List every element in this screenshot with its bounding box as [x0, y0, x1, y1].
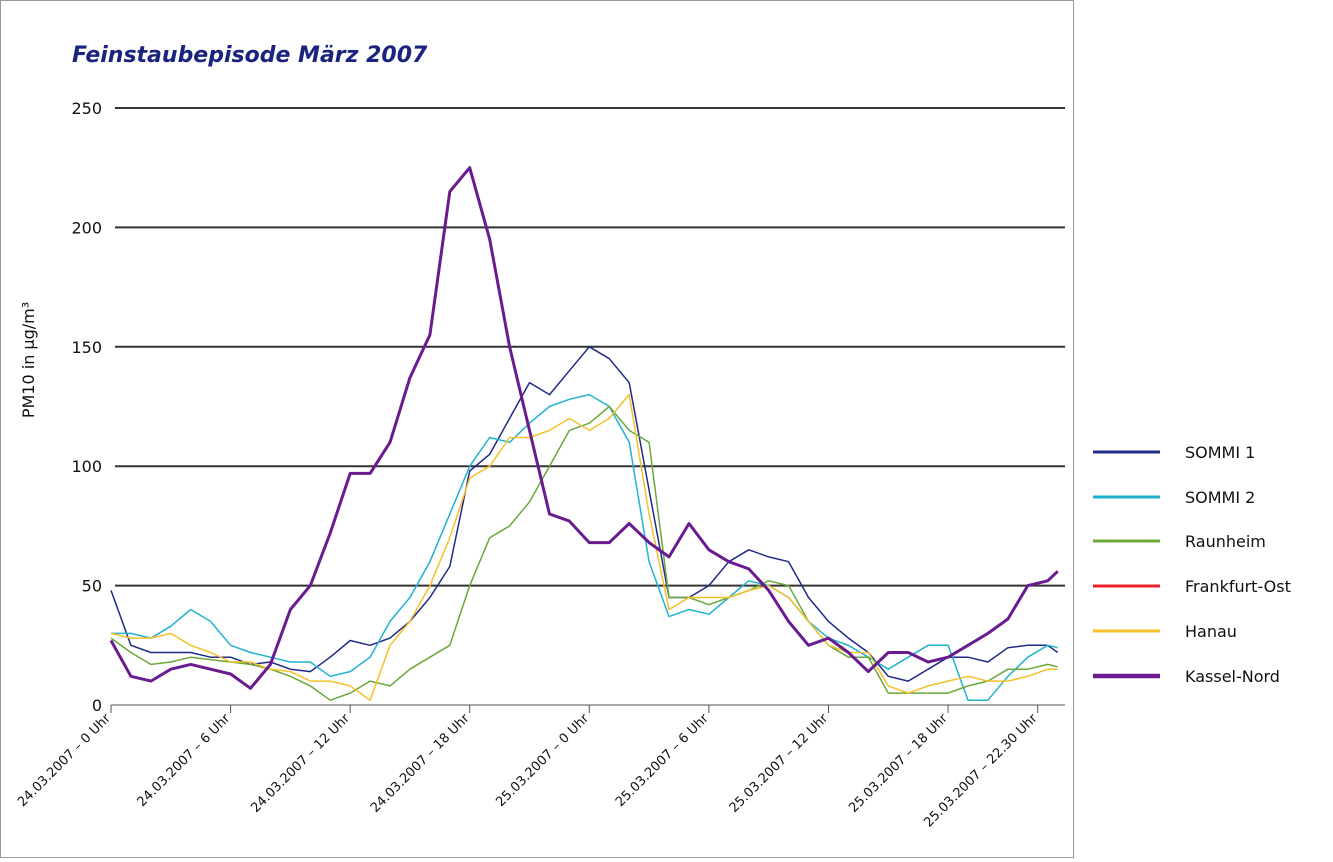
- y-tick-label: 0: [92, 696, 102, 715]
- legend-label: Kassel-Nord: [1185, 667, 1280, 686]
- legend-label: Frankfurt-Ost: [1185, 577, 1291, 596]
- legend-label: Raunheim: [1185, 532, 1266, 551]
- y-axis-label: PM10 in µg/m³: [19, 302, 38, 418]
- y-tick-label: 50: [82, 577, 102, 596]
- y-tick-label: 100: [71, 457, 102, 476]
- chart-title: Feinstaubepisode März 2007: [72, 43, 428, 68]
- x-tick-label: 25.03.2007 – 6 Uhr: [613, 711, 712, 810]
- x-tick-label: 24.03.2007 – 12 Uhr: [248, 711, 353, 816]
- y-tick-label: 150: [71, 338, 102, 357]
- legend-label: SOMMI 1: [1185, 443, 1255, 462]
- x-tick-label: 24.03.2007 – 18 Uhr: [368, 711, 473, 816]
- series-line: [110, 346, 1059, 682]
- series-line: [110, 393, 1058, 701]
- x-tick-label: 24.03.2007 – 6 Uhr: [135, 711, 234, 810]
- x-tick-label: 25.03.2007 – 12 Uhr: [727, 711, 832, 816]
- y-tick-label: 200: [71, 218, 102, 237]
- series-line: [109, 166, 1059, 690]
- legend-label: SOMMI 2: [1185, 488, 1255, 507]
- series-line: [111, 393, 1058, 701]
- legend-label: Hanau: [1185, 622, 1237, 641]
- x-tick-label: 25.03.2007 – 0 Uhr: [493, 711, 592, 810]
- x-tick-label: 24.03.2007 – 0 Uhr: [15, 711, 114, 810]
- y-tick-label: 250: [71, 99, 102, 118]
- frame: [0, 0, 1074, 858]
- x-tick-label: 25.03.2007 – 18 Uhr: [846, 711, 951, 816]
